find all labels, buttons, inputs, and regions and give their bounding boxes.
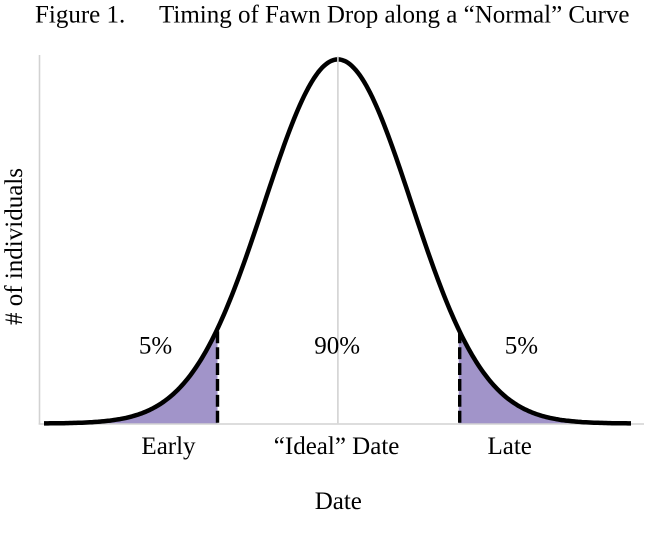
svg-text:Date: Date <box>315 488 362 515</box>
svg-text:# of individuals: # of individuals <box>1 168 28 325</box>
svg-text:5%: 5% <box>139 333 172 360</box>
svg-text:“Ideal” Date: “Ideal” Date <box>274 433 400 460</box>
svg-text:Figure 1.: Figure 1. <box>35 1 125 28</box>
svg-text:Late: Late <box>487 433 531 460</box>
svg-text:Timing of Fawn Drop along a “N: Timing of Fawn Drop along a “Normal” Cur… <box>159 1 630 28</box>
svg-text:5%: 5% <box>505 333 538 360</box>
svg-text:90%: 90% <box>314 333 360 360</box>
svg-text:Early: Early <box>141 433 196 460</box>
